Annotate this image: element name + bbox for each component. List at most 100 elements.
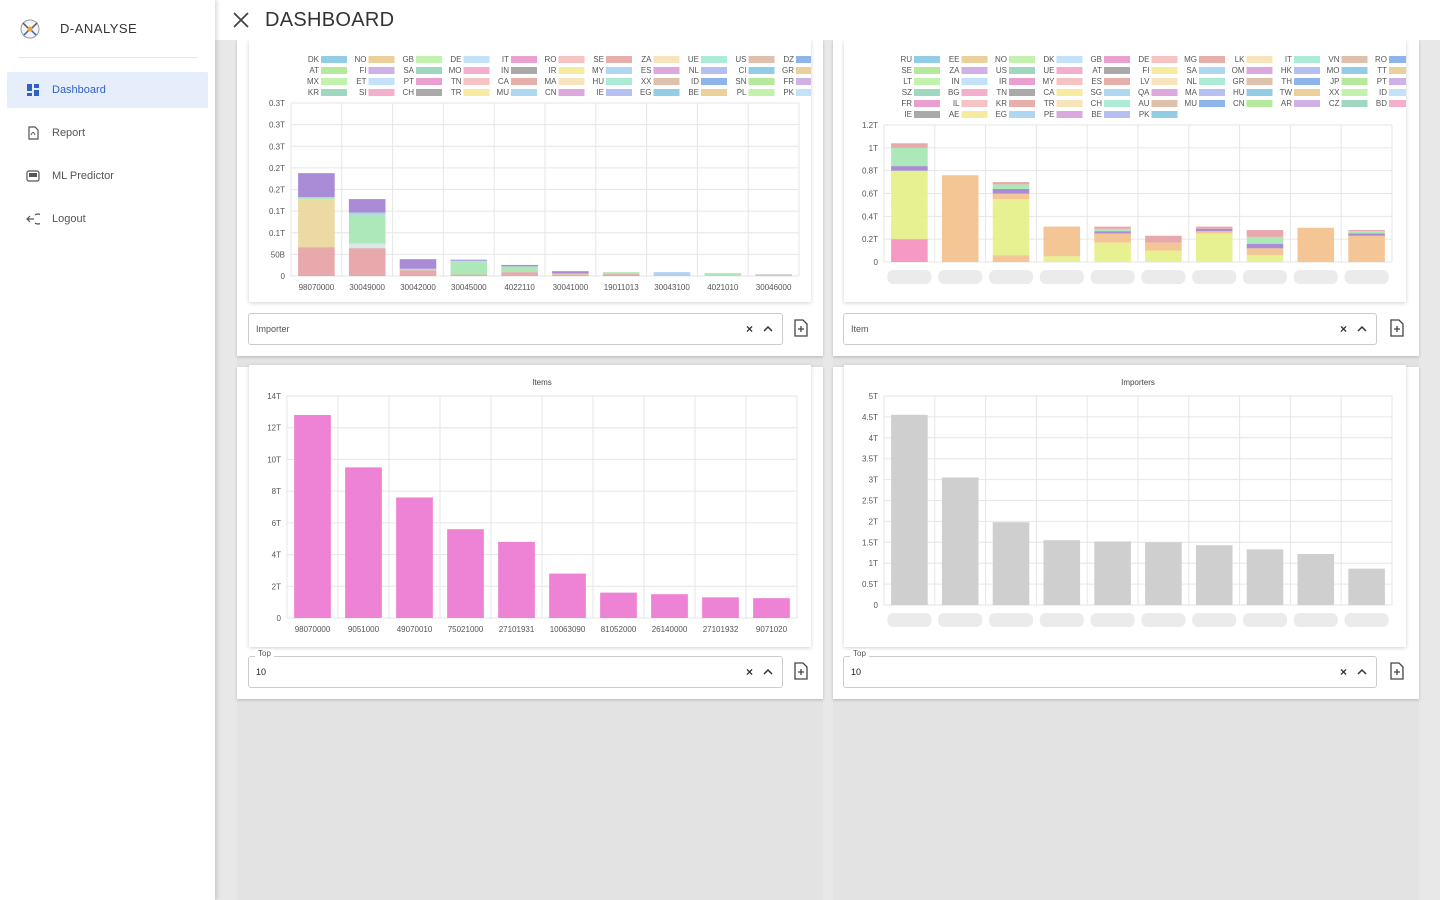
- bar: [1094, 541, 1131, 605]
- legend-swatch: [1246, 78, 1273, 85]
- clear-icon[interactable]: ×: [745, 665, 753, 679]
- bar-segment: [1297, 227, 1335, 262]
- legend-label: GR: [782, 66, 794, 75]
- bar-segment: [501, 264, 538, 267]
- bar-segment: [348, 212, 386, 215]
- legend-swatch: [1056, 56, 1083, 63]
- legend-label: GB: [1090, 55, 1102, 64]
- y-tick-label: 50B: [271, 250, 285, 259]
- legend-label: MO: [1327, 66, 1340, 75]
- legend-label: ZA: [949, 66, 960, 75]
- brand: D-ANALYSE: [18, 0, 197, 58]
- sidebar-item-ml-predictor[interactable]: ML Predictor: [7, 158, 208, 194]
- legend-swatch: [1294, 56, 1320, 63]
- y-tick-label: 6T: [272, 519, 281, 528]
- x-tick-label: 19011013: [604, 283, 640, 292]
- clear-icon[interactable]: ×: [1339, 665, 1347, 679]
- bar-segment: [891, 170, 928, 240]
- legend-label: TN: [451, 77, 462, 86]
- legend-swatch: [368, 67, 395, 74]
- legend-label: SE: [593, 55, 604, 64]
- legend-swatch: [653, 67, 680, 74]
- chevron-up-icon[interactable]: [763, 324, 773, 334]
- legend-label: IT: [1285, 55, 1292, 64]
- bar-segment: [348, 244, 386, 249]
- legend-label: FR: [901, 99, 912, 108]
- sidebar-item-dashboard[interactable]: Dashboard: [7, 72, 208, 108]
- bar-segment: [653, 272, 691, 276]
- top-n-select[interactable]: Top 10 ×: [843, 649, 1377, 688]
- legend-swatch: [1341, 67, 1368, 74]
- bar-segment: [399, 270, 437, 276]
- legend-label: MA: [1185, 88, 1198, 97]
- clear-icon[interactable]: ×: [745, 322, 753, 336]
- export-file-icon[interactable]: [1388, 319, 1406, 337]
- legend-label: ZA: [641, 55, 652, 64]
- legend-swatch: [368, 56, 395, 63]
- legend-swatch: [961, 78, 988, 85]
- x-tick-label-blurred: [1192, 270, 1237, 284]
- bar-segment: [552, 274, 589, 276]
- x-tick-label: 75021000: [448, 625, 484, 634]
- x-tick-label-blurred: [938, 613, 983, 627]
- legend-label: HU: [1233, 88, 1245, 97]
- legend-label: NL: [689, 66, 700, 75]
- bar: [1348, 568, 1385, 605]
- chevron-up-icon[interactable]: [1357, 324, 1367, 334]
- legend-swatch: [1389, 100, 1406, 107]
- page-title: DASHBOARD: [265, 8, 395, 31]
- legend-label: SG: [1090, 88, 1102, 97]
- legend-swatch: [914, 56, 940, 63]
- chevron-up-icon[interactable]: [763, 667, 773, 677]
- legend-label: CH: [1090, 99, 1102, 108]
- top-n-select[interactable]: Top 10 ×: [248, 649, 783, 688]
- x-tick-label-blurred: [1039, 613, 1084, 627]
- item-select[interactable]: Item ×: [843, 313, 1377, 345]
- y-tick-label: 0.2T: [862, 235, 878, 244]
- legend-swatch: [1151, 78, 1178, 85]
- y-tick-label: 0: [874, 601, 879, 610]
- legend-label: UE: [1043, 66, 1054, 75]
- y-tick-label: 0.2T: [269, 186, 285, 195]
- bar: [753, 598, 790, 618]
- y-tick-label: 8T: [272, 487, 281, 496]
- x-tick-label: 30049000: [349, 283, 385, 292]
- export-file-icon[interactable]: [792, 319, 810, 337]
- x-tick-label-blurred: [1039, 270, 1084, 284]
- sidebar-item-report[interactable]: Report: [7, 115, 208, 151]
- y-tick-label: 4T: [272, 551, 281, 560]
- legend-swatch: [511, 67, 537, 74]
- legend-swatch: [1056, 100, 1083, 107]
- bar-segment: [1043, 226, 1081, 257]
- legend-swatch: [748, 67, 775, 74]
- legend-label: MY: [1043, 77, 1056, 86]
- ml-predictor-icon: [26, 170, 40, 182]
- export-file-icon[interactable]: [792, 662, 810, 680]
- bar-segment: [891, 166, 928, 171]
- legend-label: SZ: [902, 88, 912, 97]
- chevron-up-icon[interactable]: [1357, 667, 1367, 677]
- bar: [498, 541, 535, 618]
- bar-segment: [1145, 242, 1182, 251]
- x-tick-label-blurred: [938, 270, 983, 284]
- importer-select[interactable]: Importer ×: [248, 313, 783, 345]
- bar-segment: [1348, 230, 1385, 232]
- legend-label: US: [735, 55, 746, 64]
- x-tick-label: 26140000: [652, 625, 688, 634]
- export-file-icon[interactable]: [1388, 662, 1406, 680]
- clear-icon[interactable]: ×: [1339, 322, 1347, 336]
- legend-swatch: [558, 89, 585, 96]
- legend-swatch: [1104, 111, 1130, 118]
- sidebar-item-logout[interactable]: Logout: [7, 201, 208, 237]
- legend-label: RO: [545, 55, 557, 64]
- legend-label: CN: [1233, 99, 1245, 108]
- legend-label: DE: [1138, 55, 1149, 64]
- close-icon[interactable]: [231, 10, 251, 30]
- y-tick-label: 0: [874, 258, 879, 267]
- legend-swatch: [511, 56, 537, 63]
- bar-segment: [1195, 228, 1233, 232]
- legend-swatch: [1246, 56, 1273, 63]
- legend-label: MY: [592, 66, 605, 75]
- bar-segment: [1195, 233, 1233, 262]
- bar-segment: [704, 273, 742, 276]
